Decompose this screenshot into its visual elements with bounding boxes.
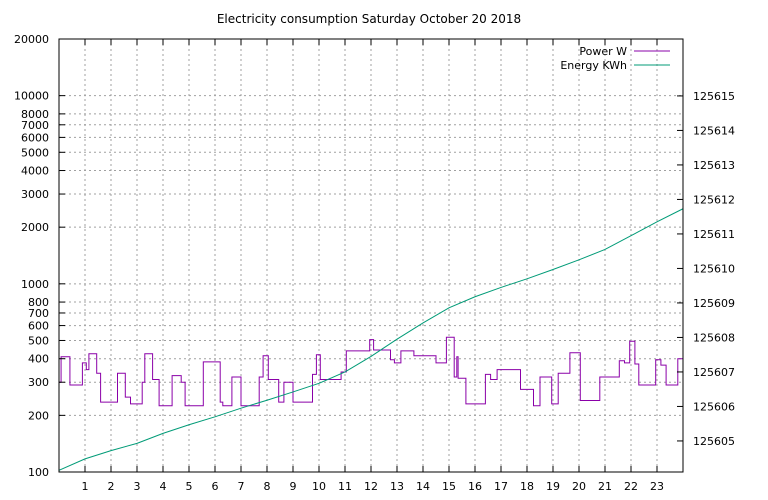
y-left-tick-label: 100 bbox=[28, 466, 49, 479]
y-right-tick-label: 125611 bbox=[693, 228, 735, 241]
y-right-tick-label: 125612 bbox=[693, 193, 735, 206]
y-left-tick-label: 6000 bbox=[21, 131, 49, 144]
y-left-tick-label: 1000 bbox=[21, 278, 49, 291]
x-tick-label: 15 bbox=[442, 480, 456, 493]
x-tick-label: 5 bbox=[186, 480, 193, 493]
y-right-tick-label: 125614 bbox=[693, 124, 735, 137]
y-left-tick-label: 700 bbox=[28, 307, 49, 320]
y-left-tick-label: 300 bbox=[28, 376, 49, 389]
x-tick-label: 19 bbox=[546, 480, 560, 493]
x-tick-label: 11 bbox=[338, 480, 352, 493]
legend-label-power: Power W bbox=[579, 45, 627, 58]
y-right-tick-label: 125609 bbox=[693, 297, 735, 310]
y-right-tick-label: 125615 bbox=[693, 90, 735, 103]
x-tick-label: 14 bbox=[416, 480, 430, 493]
axes: 1 2 3 4 5 6 7 8 9 10 11 12 13 14 15 16 17 18 19 20 21 22 23100… bbox=[14, 33, 735, 493]
x-tick-label: 2 bbox=[108, 480, 115, 493]
x-tick-label: 9 bbox=[290, 480, 297, 493]
x-tick-label: 3 bbox=[134, 480, 141, 493]
y-right-tick-label: 125608 bbox=[693, 331, 735, 344]
x-tick-label: 7 bbox=[238, 480, 245, 493]
x-tick-label: 18 bbox=[520, 480, 534, 493]
x-tick-label: 8 bbox=[264, 480, 271, 493]
y-left-tick-label: 8000 bbox=[21, 108, 49, 121]
x-tick-label: 12 bbox=[364, 480, 378, 493]
y-right-tick-label: 125606 bbox=[693, 400, 735, 413]
y-left-tick-label: 7000 bbox=[21, 119, 49, 132]
x-tick-label: 1 bbox=[82, 480, 89, 493]
x-tick-label: 20 bbox=[572, 480, 586, 493]
chart-title: Electricity consumption Saturday October… bbox=[217, 12, 521, 26]
x-tick-label: 16 bbox=[468, 480, 482, 493]
y-left-tick-label: 500 bbox=[28, 334, 49, 347]
x-tick-label: 10 bbox=[312, 480, 326, 493]
x-tick-label: 17 bbox=[494, 480, 508, 493]
y-left-tick-label: 4000 bbox=[21, 165, 49, 178]
x-tick-label: 23 bbox=[650, 480, 664, 493]
x-tick-label: 13 bbox=[390, 480, 404, 493]
x-tick-label: 21 bbox=[598, 480, 612, 493]
y-left-tick-label: 2000 bbox=[21, 221, 49, 234]
y-left-tick-label: 400 bbox=[28, 353, 49, 366]
legend-label-energy: Energy KWh bbox=[560, 59, 627, 72]
y-left-tick-label: 600 bbox=[28, 320, 49, 333]
y-right-tick-label: 125605 bbox=[693, 435, 735, 448]
y-left-tick-label: 5000 bbox=[21, 146, 49, 159]
y-left-tick-label: 800 bbox=[28, 296, 49, 309]
series-layer bbox=[58, 208, 684, 471]
x-tick-label: 6 bbox=[212, 480, 219, 493]
y-left-tick-label: 10000 bbox=[14, 90, 49, 103]
y-right-tick-label: 125607 bbox=[693, 366, 735, 379]
power-series-line bbox=[59, 336, 683, 407]
x-tick-label: 4 bbox=[160, 480, 167, 493]
y-left-tick-label: 20000 bbox=[14, 33, 49, 46]
y-left-tick-label: 3000 bbox=[21, 188, 49, 201]
y-right-tick-label: 125610 bbox=[693, 262, 735, 275]
energy-series-line bbox=[58, 208, 684, 471]
x-tick-label: 22 bbox=[624, 480, 638, 493]
y-left-tick-label: 200 bbox=[28, 409, 49, 422]
y-right-tick-label: 125613 bbox=[693, 159, 735, 172]
